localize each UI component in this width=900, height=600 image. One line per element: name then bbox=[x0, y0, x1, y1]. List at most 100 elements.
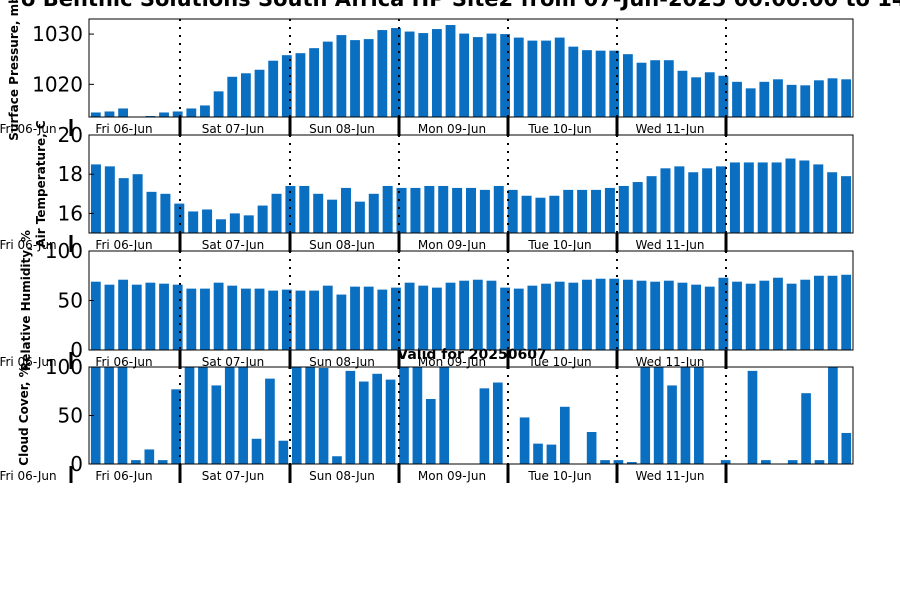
bar bbox=[554, 281, 565, 350]
x-tick-label: Fri 06-Jun bbox=[0, 469, 57, 483]
bar bbox=[787, 460, 798, 464]
bar bbox=[745, 88, 756, 117]
bar bbox=[412, 367, 423, 464]
bar bbox=[452, 187, 463, 233]
bar bbox=[145, 282, 156, 350]
bar bbox=[171, 389, 181, 464]
bar bbox=[486, 280, 497, 350]
bar bbox=[227, 76, 238, 117]
bar bbox=[332, 456, 342, 464]
y-tick-label: 0 bbox=[70, 338, 83, 362]
bar bbox=[785, 158, 796, 233]
bar bbox=[118, 178, 129, 233]
bar bbox=[281, 289, 292, 350]
bar bbox=[251, 438, 262, 464]
bar bbox=[445, 25, 456, 118]
bar bbox=[104, 111, 115, 117]
bar bbox=[771, 162, 782, 233]
bar bbox=[582, 50, 592, 117]
bar bbox=[159, 283, 169, 350]
x-tick-label: Fri 06-Jun bbox=[95, 469, 152, 483]
bar bbox=[813, 164, 824, 233]
bar bbox=[459, 280, 470, 350]
bar bbox=[640, 367, 651, 464]
bar bbox=[513, 288, 524, 350]
bar bbox=[291, 367, 302, 464]
bar bbox=[372, 373, 382, 464]
bar bbox=[345, 370, 356, 464]
bar bbox=[145, 115, 156, 117]
bar bbox=[132, 174, 143, 233]
bar bbox=[404, 31, 415, 118]
bar bbox=[472, 279, 483, 350]
bar bbox=[472, 37, 483, 118]
x-tick-label: Fri 06-Jun bbox=[0, 355, 57, 369]
bar bbox=[759, 81, 770, 117]
bar bbox=[729, 162, 740, 233]
bar bbox=[399, 367, 409, 464]
bar bbox=[646, 176, 657, 233]
bar bbox=[492, 382, 503, 464]
y-axis-label: Air Temperature, C bbox=[34, 120, 48, 248]
bar bbox=[582, 279, 592, 350]
x-tick-label: Sat 07-Jun bbox=[202, 238, 265, 252]
bar bbox=[224, 367, 235, 464]
bar bbox=[243, 215, 254, 233]
bar bbox=[172, 111, 183, 117]
bar bbox=[104, 284, 115, 350]
bar bbox=[604, 187, 615, 233]
bar bbox=[650, 281, 661, 350]
bar bbox=[663, 60, 674, 117]
bar bbox=[157, 460, 168, 464]
bar bbox=[546, 444, 557, 464]
bar bbox=[322, 41, 333, 118]
bar bbox=[586, 431, 597, 464]
x-tick-label: Sun 08-Jun bbox=[309, 122, 375, 136]
bar bbox=[801, 393, 811, 464]
y-tick-label: 20 bbox=[58, 123, 83, 147]
x-tick-label: Wed 11-Jun bbox=[636, 355, 705, 369]
bar bbox=[691, 77, 702, 117]
x-tick-label: Fri 06-Jun bbox=[0, 238, 57, 252]
bar bbox=[281, 55, 292, 117]
x-tick-label: Fri 06-Jun bbox=[95, 238, 152, 252]
bar bbox=[732, 81, 742, 117]
bar bbox=[172, 284, 183, 350]
bar bbox=[200, 105, 210, 117]
bar bbox=[188, 211, 199, 233]
bar bbox=[410, 187, 421, 233]
chart-panels: 1020 1030 Fri 06-Jun Fri 06-Jun Sat 07-Jun Su… bbox=[0, 0, 854, 483]
bar bbox=[716, 166, 727, 233]
y-tick-label: 50 bbox=[58, 404, 83, 428]
bar bbox=[568, 282, 579, 350]
x-tick-label: Mon 09-Jun bbox=[418, 122, 486, 136]
bar bbox=[688, 172, 699, 233]
bar bbox=[691, 284, 702, 350]
bar bbox=[519, 417, 530, 464]
bar bbox=[118, 108, 129, 117]
bar bbox=[363, 286, 374, 350]
bar bbox=[667, 385, 677, 464]
bar bbox=[660, 168, 671, 233]
bar bbox=[702, 168, 713, 233]
bar bbox=[254, 69, 265, 117]
x-tick-label: Sat 07-Jun bbox=[202, 469, 265, 483]
bar bbox=[202, 209, 213, 233]
bar bbox=[382, 185, 393, 233]
bar bbox=[117, 367, 128, 464]
bar bbox=[159, 112, 169, 117]
x-tick-label: Mon 09-Jun bbox=[418, 238, 486, 252]
bar bbox=[636, 280, 647, 350]
x-tick-label: Tue 10-Jun bbox=[527, 355, 591, 369]
bar bbox=[800, 279, 811, 350]
bar bbox=[146, 191, 157, 233]
y-tick-label: 100 bbox=[45, 239, 83, 263]
bar bbox=[327, 199, 338, 233]
bar bbox=[295, 290, 306, 350]
bar bbox=[391, 287, 401, 350]
bar bbox=[773, 277, 783, 350]
bar bbox=[500, 34, 511, 117]
bar bbox=[827, 78, 838, 117]
